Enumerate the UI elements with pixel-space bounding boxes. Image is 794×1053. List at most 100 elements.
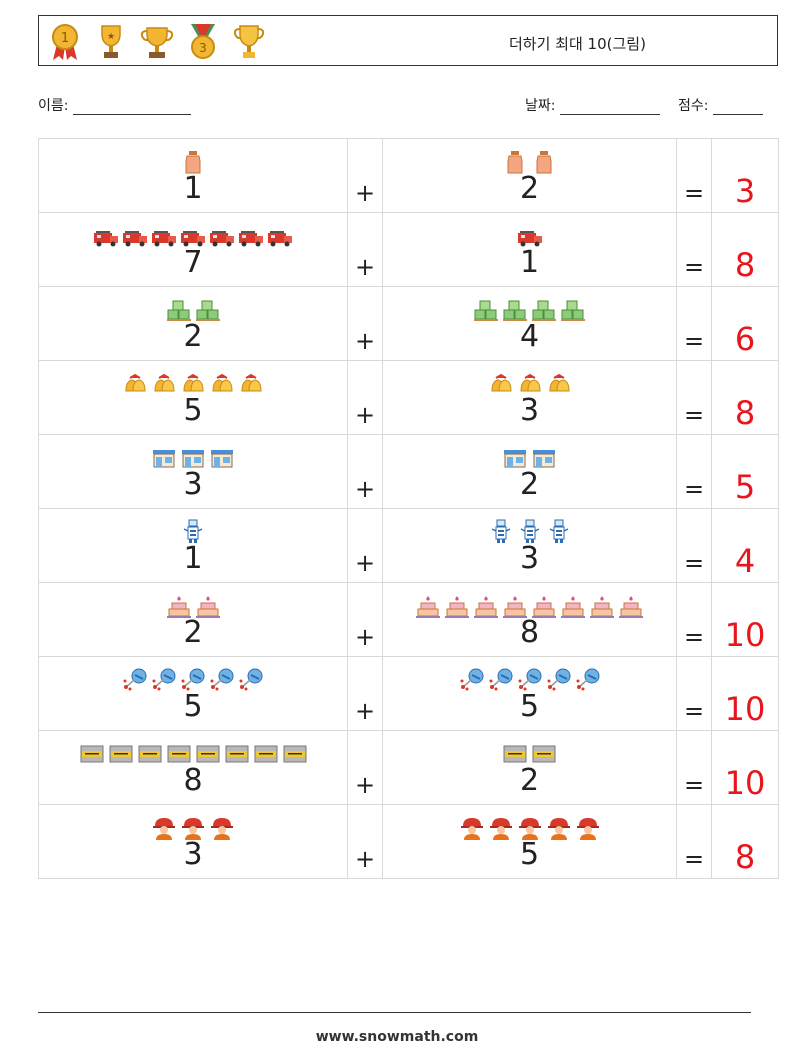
left-number: 5 (183, 689, 203, 724)
cake-icon (619, 596, 643, 618)
right-number: 2 (519, 171, 540, 206)
answer-cell[interactable]: 5 (711, 434, 779, 509)
firefighter-icon (518, 818, 541, 840)
right-icon-group (383, 221, 676, 249)
answer-cell[interactable]: 8 (711, 360, 779, 435)
right-number: 3 (519, 393, 540, 428)
answer-value: 8 (734, 394, 756, 432)
answer-cell[interactable]: 4 (711, 508, 779, 583)
score-field[interactable]: 점수: (678, 95, 763, 115)
date-blank[interactable] (559, 100, 660, 115)
plus-cell: + (347, 582, 383, 657)
right-icon-group (383, 443, 676, 471)
left-number: 8 (183, 763, 203, 798)
plus-sign: + (354, 475, 376, 503)
bells-icon (519, 373, 541, 392)
right-icon-group (383, 369, 676, 397)
bells-icon (183, 373, 204, 392)
molecule-icon (489, 668, 512, 691)
equals-cell: = (676, 286, 712, 361)
left-icon-group (39, 591, 347, 619)
date-field[interactable]: 날짜: (525, 95, 660, 115)
left-number: 3 (183, 837, 203, 872)
robot-icon (183, 519, 203, 543)
right-icon-group (383, 295, 676, 323)
footer-url[interactable]: www.snowmath.com (315, 1029, 479, 1045)
left-number: 2 (183, 319, 203, 354)
left-icon-group (39, 665, 347, 693)
answer-cell[interactable]: 10 (711, 656, 779, 731)
footer-divider (38, 1012, 751, 1013)
svg-text:3: 3 (199, 41, 207, 55)
crates-icon (561, 300, 585, 321)
score-label: 점수: (678, 98, 709, 114)
bells-icon (548, 373, 570, 392)
left-icon-group (39, 517, 347, 545)
left-icon-group (39, 147, 347, 175)
right-number: 3 (519, 541, 540, 576)
gold-medal-icon: 1 (52, 24, 78, 60)
right-addend-cell: 5 (382, 804, 677, 879)
left-icon-group (39, 295, 347, 323)
name-field[interactable]: 이름: (38, 95, 191, 115)
problem-row: 5 +5 = 10 (38, 656, 779, 731)
sign-board-icon (254, 745, 277, 763)
left-icon-group (39, 369, 347, 397)
bells-icon (154, 373, 175, 392)
sign-board-icon (283, 745, 306, 763)
left-icon-group (39, 443, 347, 471)
right-number: 2 (519, 763, 540, 798)
score-blank[interactable] (712, 100, 763, 115)
molecule-icon (181, 668, 205, 691)
answer-cell[interactable]: 8 (711, 212, 779, 287)
left-addend-cell: 3 (38, 434, 348, 509)
left-icon-group (39, 221, 347, 249)
left-number: 1 (183, 171, 203, 206)
storefront-icon (211, 450, 233, 468)
crates-icon (532, 300, 556, 321)
answer-value: 10 (724, 764, 766, 802)
answer-value: 8 (734, 838, 756, 876)
worksheet-title: 더하기 최대 10(그림) (509, 35, 646, 53)
equals-cell: = (676, 434, 712, 509)
right-addend-cell: 1 (382, 212, 677, 287)
right-number: 4 (519, 319, 540, 354)
right-icon-group (383, 665, 676, 693)
robot-icon (549, 519, 568, 543)
plus-sign: + (354, 179, 376, 207)
sign-board-icon (532, 745, 556, 763)
silver-trophy-icon (233, 25, 265, 58)
molecule-icon (152, 668, 176, 691)
right-number: 2 (519, 467, 540, 502)
plus-sign: + (354, 549, 376, 577)
equals-cell: = (676, 138, 712, 213)
sign-board-icon (167, 745, 190, 763)
answer-cell[interactable]: 10 (711, 582, 779, 657)
answer-cell[interactable]: 6 (711, 286, 779, 361)
plus-sign: + (354, 845, 376, 873)
plus-cell: + (347, 286, 383, 361)
right-addend-cell: 8 (382, 582, 677, 657)
trophy-row: 1 ★ 3 (47, 22, 267, 62)
answer-value: 4 (734, 542, 756, 580)
name-blank[interactable] (72, 100, 191, 115)
sign-board-icon (109, 745, 132, 763)
answer-cell[interactable]: 8 (711, 804, 779, 879)
cake-icon (195, 596, 220, 618)
firefighter-icon (182, 818, 204, 840)
cake-icon (503, 596, 527, 618)
plus-cell: + (347, 656, 383, 731)
answer-cell[interactable]: 3 (711, 138, 779, 213)
equals-sign: = (683, 697, 705, 725)
firefighter-icon (460, 818, 483, 840)
left-addend-cell: 5 (38, 656, 348, 731)
plus-cell: + (347, 434, 383, 509)
equals-sign: = (683, 253, 705, 281)
right-number: 8 (519, 615, 540, 650)
right-addend-cell: 4 (382, 286, 677, 361)
cake-icon (474, 596, 498, 618)
answer-cell[interactable]: 10 (711, 730, 779, 805)
bells-icon (125, 373, 146, 392)
molecule-icon (239, 668, 263, 691)
firefighter-icon (153, 818, 175, 840)
